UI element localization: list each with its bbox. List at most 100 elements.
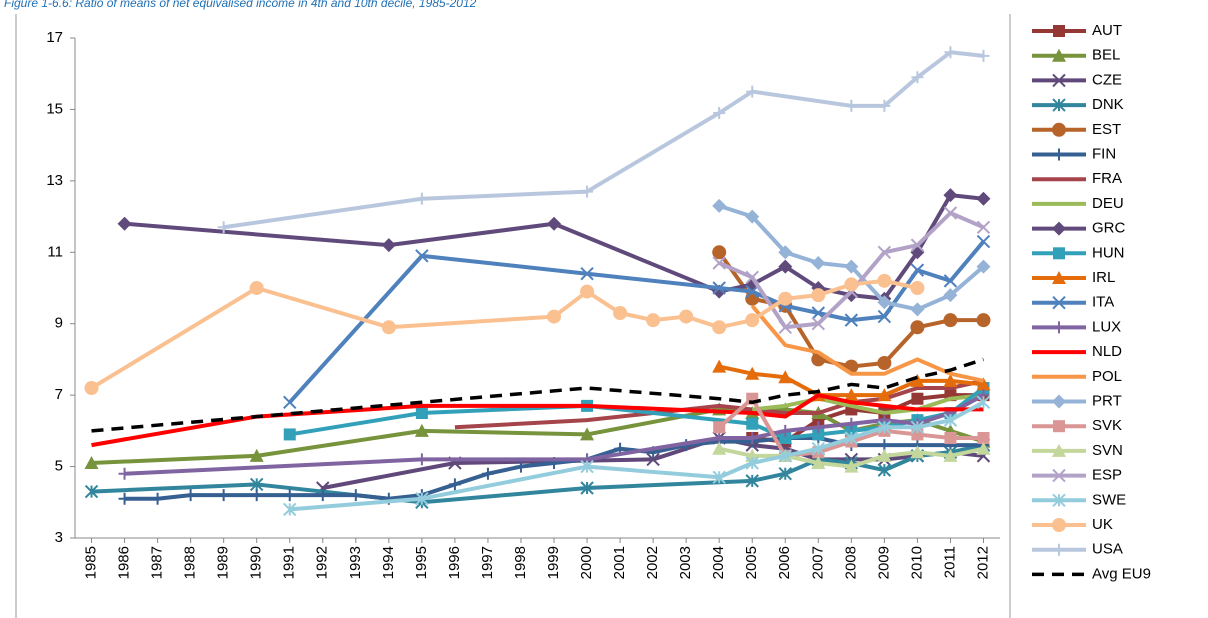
marker — [448, 478, 461, 491]
y-tick-label: 3 — [55, 529, 63, 546]
marker — [778, 449, 792, 463]
marker — [712, 359, 727, 373]
y-tick-label: 17 — [46, 29, 63, 46]
marker — [778, 245, 793, 260]
marker — [712, 441, 727, 455]
marker — [745, 209, 760, 224]
legend-label: ITA — [1092, 294, 1114, 311]
x-tick-label: 1987 — [149, 546, 166, 579]
marker — [745, 270, 759, 284]
marker — [844, 277, 859, 292]
marker — [118, 467, 131, 480]
marker — [1052, 271, 1066, 284]
series-line — [223, 50, 984, 230]
marker — [1052, 518, 1066, 532]
y-tick-label: 15 — [46, 100, 63, 117]
marker — [877, 295, 892, 310]
marker — [877, 388, 892, 402]
marker — [910, 281, 925, 295]
marker — [943, 274, 958, 288]
marker — [746, 85, 759, 98]
x-tick-label: 1994 — [380, 546, 397, 579]
x-tick-label: 1991 — [281, 546, 298, 579]
marker — [811, 288, 826, 303]
marker — [1053, 25, 1065, 37]
marker — [217, 489, 230, 502]
marker — [415, 407, 428, 419]
marker — [976, 313, 991, 328]
marker — [976, 377, 991, 391]
x-tick-label: 2005 — [743, 546, 760, 579]
legend-label: FRA — [1092, 170, 1122, 187]
marker — [910, 445, 925, 459]
marker — [746, 417, 759, 430]
marker — [811, 306, 826, 320]
legend-label: Avg EU9 — [1092, 565, 1151, 582]
series-line — [752, 393, 984, 415]
marker — [943, 206, 958, 220]
legend-label: EST — [1092, 121, 1121, 138]
marker — [381, 320, 396, 335]
marker — [84, 381, 99, 395]
x-tick-label: 1989 — [215, 546, 232, 579]
marker — [712, 320, 727, 335]
legend-label: PRT — [1092, 392, 1122, 409]
x-tick-label: 1995 — [413, 546, 430, 579]
x-tick-label: 1996 — [446, 546, 463, 579]
marker — [877, 463, 892, 477]
marker — [910, 420, 925, 434]
legend-label: DNK — [1092, 96, 1124, 113]
legend-label: LUX — [1092, 318, 1121, 335]
marker — [414, 423, 429, 437]
x-tick-label: 2007 — [809, 546, 826, 579]
marker — [877, 420, 892, 434]
series-line — [91, 393, 984, 448]
marker — [779, 424, 792, 437]
legend-label: SVK — [1092, 417, 1122, 434]
marker — [778, 467, 792, 481]
marker — [910, 320, 925, 335]
marker — [514, 460, 527, 473]
marker — [1053, 321, 1065, 334]
x-tick-label: 2012 — [974, 546, 991, 579]
marker — [217, 221, 230, 234]
marker — [580, 481, 594, 495]
marker — [118, 492, 131, 505]
marker — [976, 441, 991, 455]
marker — [415, 492, 429, 506]
chart-title: Figure 1-6.6: Ratio of means of net equi… — [4, 0, 477, 10]
marker — [976, 259, 991, 274]
marker — [778, 291, 793, 306]
marker — [977, 49, 990, 62]
legend-label: SWE — [1092, 491, 1126, 508]
marker — [283, 489, 296, 502]
marker — [778, 320, 792, 334]
marker — [1052, 221, 1066, 236]
marker — [249, 448, 264, 462]
legend-label: FIN — [1092, 145, 1116, 162]
marker — [1052, 48, 1066, 62]
marker — [249, 477, 264, 492]
marker — [844, 431, 859, 445]
marker — [910, 373, 925, 387]
marker — [746, 432, 759, 444]
marker — [812, 421, 825, 434]
marker — [745, 284, 759, 299]
marker — [976, 234, 991, 249]
marker — [910, 263, 925, 277]
marker — [1052, 98, 1066, 112]
marker — [249, 281, 264, 295]
x-tick-label: 1998 — [512, 546, 529, 579]
marker — [679, 309, 694, 324]
marker — [745, 456, 759, 470]
legend-label: CZE — [1092, 71, 1122, 88]
marker — [1052, 122, 1066, 137]
marker — [1053, 543, 1065, 556]
marker — [745, 313, 760, 328]
y-tick-label: 13 — [46, 172, 63, 189]
marker — [712, 198, 727, 213]
marker — [844, 259, 859, 274]
x-tick-label: 1997 — [479, 546, 496, 579]
marker — [877, 448, 892, 462]
legend-label: IRL — [1092, 269, 1115, 286]
